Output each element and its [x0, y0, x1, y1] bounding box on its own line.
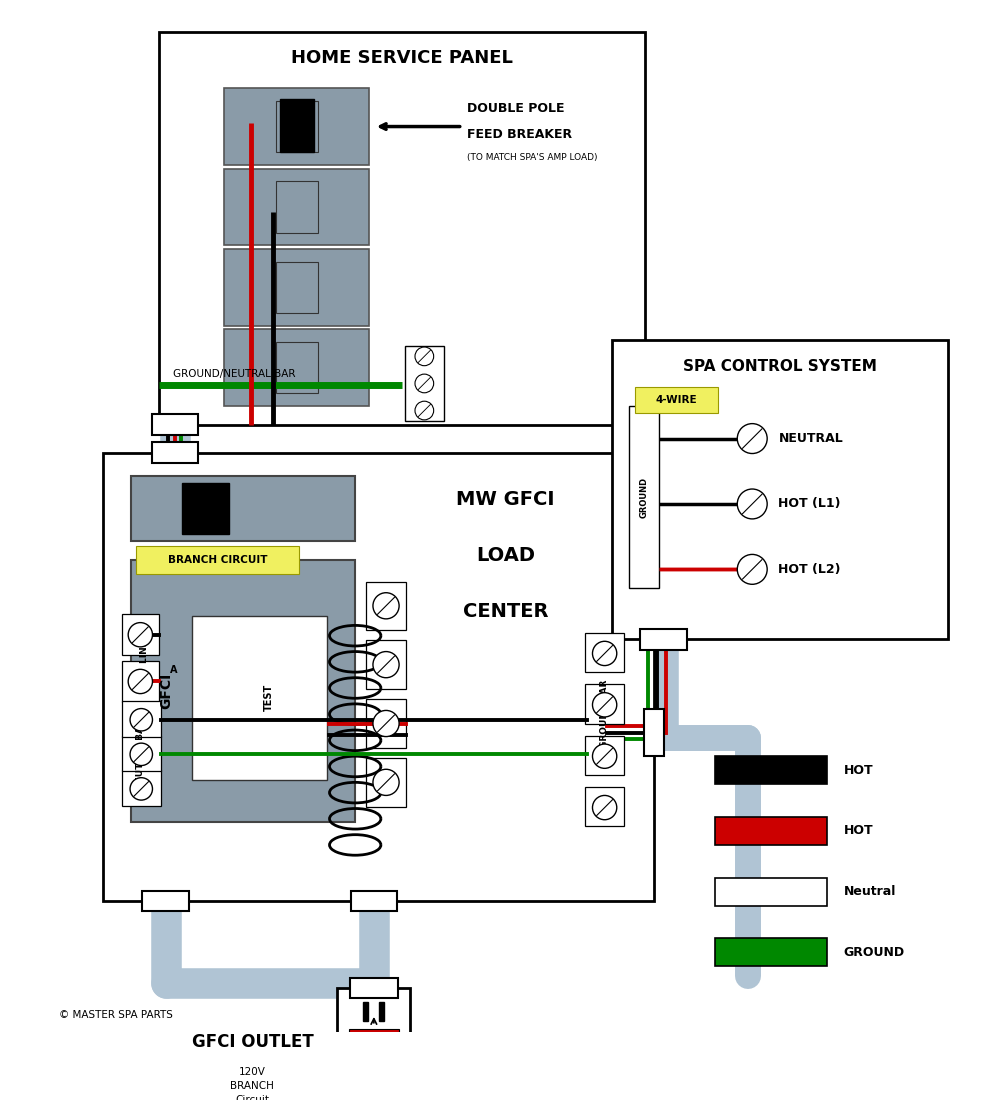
Bar — [585, 632, 624, 672]
Text: GROUND: GROUND — [844, 946, 905, 959]
Bar — [280, 99, 314, 152]
Text: (TO MATCH SPA'S AMP LOAD): (TO MATCH SPA'S AMP LOAD) — [467, 153, 598, 162]
Bar — [351, 891, 397, 911]
Text: DOUBLE POLE: DOUBLE POLE — [467, 102, 565, 116]
Circle shape — [128, 669, 152, 694]
Bar — [131, 476, 355, 541]
Bar — [585, 736, 624, 774]
Text: MW GFCI: MW GFCI — [456, 490, 555, 509]
Bar — [629, 406, 659, 588]
Bar — [366, 640, 406, 689]
Circle shape — [737, 490, 767, 519]
Circle shape — [737, 424, 767, 453]
Bar — [131, 560, 355, 822]
Bar — [103, 452, 654, 901]
Bar — [715, 938, 827, 967]
Bar — [644, 710, 664, 756]
Bar — [122, 736, 161, 771]
Circle shape — [373, 651, 399, 678]
Bar — [276, 342, 318, 394]
Text: LINE IN: LINE IN — [140, 626, 149, 662]
Circle shape — [592, 693, 617, 717]
Bar — [349, 1030, 399, 1046]
Circle shape — [592, 641, 617, 666]
Text: A: A — [170, 666, 178, 675]
Text: GFCI: GFCI — [159, 673, 173, 708]
Circle shape — [592, 744, 617, 768]
Bar — [276, 262, 318, 312]
Bar — [635, 387, 718, 414]
Text: LOAD: LOAD — [476, 546, 535, 564]
Bar — [122, 614, 159, 656]
Bar — [224, 88, 369, 165]
Bar — [366, 700, 406, 748]
Bar — [405, 346, 444, 421]
Bar — [224, 329, 369, 406]
Circle shape — [737, 554, 767, 584]
Circle shape — [415, 402, 434, 420]
Text: HOT (L1): HOT (L1) — [778, 497, 841, 510]
Bar — [366, 758, 406, 806]
Bar — [142, 891, 189, 911]
Text: GROUND: GROUND — [639, 476, 648, 517]
Bar — [337, 988, 410, 1100]
Bar — [122, 701, 161, 737]
Bar — [122, 770, 161, 805]
Bar — [136, 546, 299, 574]
Text: HOT: HOT — [844, 824, 873, 837]
Text: HOT: HOT — [844, 763, 873, 777]
Text: 4-WIRE: 4-WIRE — [656, 395, 697, 405]
Bar — [585, 786, 624, 826]
Circle shape — [373, 711, 399, 737]
Circle shape — [130, 744, 152, 766]
Text: BRANCH CIRCUIT: BRANCH CIRCUIT — [168, 556, 267, 565]
Text: 120V
BRANCH
Circuit: 120V BRANCH Circuit — [230, 1067, 274, 1100]
Bar — [585, 684, 624, 724]
Text: CENTER: CENTER — [463, 602, 548, 620]
Bar — [122, 661, 159, 702]
Circle shape — [373, 593, 399, 619]
Circle shape — [373, 769, 399, 795]
Bar — [715, 756, 827, 784]
Bar — [276, 182, 318, 232]
Text: NEUTRAL BAR: NEUTRAL BAR — [136, 719, 145, 790]
Bar — [715, 878, 827, 905]
Text: © MASTER SPA PARTS: © MASTER SPA PARTS — [59, 1010, 173, 1020]
Text: TEST: TEST — [264, 684, 274, 712]
Bar — [182, 483, 229, 534]
Bar — [715, 817, 827, 845]
Bar — [379, 1002, 384, 1021]
Text: NEUTRAL: NEUTRAL — [778, 432, 843, 446]
Circle shape — [415, 346, 434, 365]
Bar — [276, 101, 318, 152]
Bar — [349, 1048, 399, 1057]
Bar — [366, 582, 406, 630]
Bar — [363, 1002, 368, 1021]
Circle shape — [128, 623, 152, 647]
Bar — [152, 415, 198, 434]
Bar — [640, 629, 687, 650]
Bar — [192, 616, 327, 780]
Text: GFCI OUTLET: GFCI OUTLET — [192, 1033, 313, 1050]
Text: HOME SERVICE PANEL: HOME SERVICE PANEL — [291, 50, 513, 67]
Bar — [612, 341, 948, 639]
Text: FEED BREAKER: FEED BREAKER — [467, 129, 572, 142]
Bar — [224, 168, 369, 245]
Text: SPA CONTROL SYSTEM: SPA CONTROL SYSTEM — [683, 359, 877, 374]
Bar — [350, 978, 398, 998]
Circle shape — [592, 795, 617, 820]
Bar — [224, 249, 369, 326]
Bar — [152, 442, 198, 463]
Text: Neutral: Neutral — [844, 886, 896, 899]
Circle shape — [130, 708, 152, 732]
Circle shape — [415, 374, 434, 393]
Circle shape — [130, 778, 152, 800]
Text: HOT (L2): HOT (L2) — [778, 563, 841, 576]
Text: GROUND BAR: GROUND BAR — [600, 680, 609, 748]
Text: GROUND/NEUTRAL BAR: GROUND/NEUTRAL BAR — [173, 370, 296, 379]
Bar — [363, 1082, 368, 1100]
Bar — [379, 1082, 384, 1100]
Bar — [159, 32, 645, 425]
